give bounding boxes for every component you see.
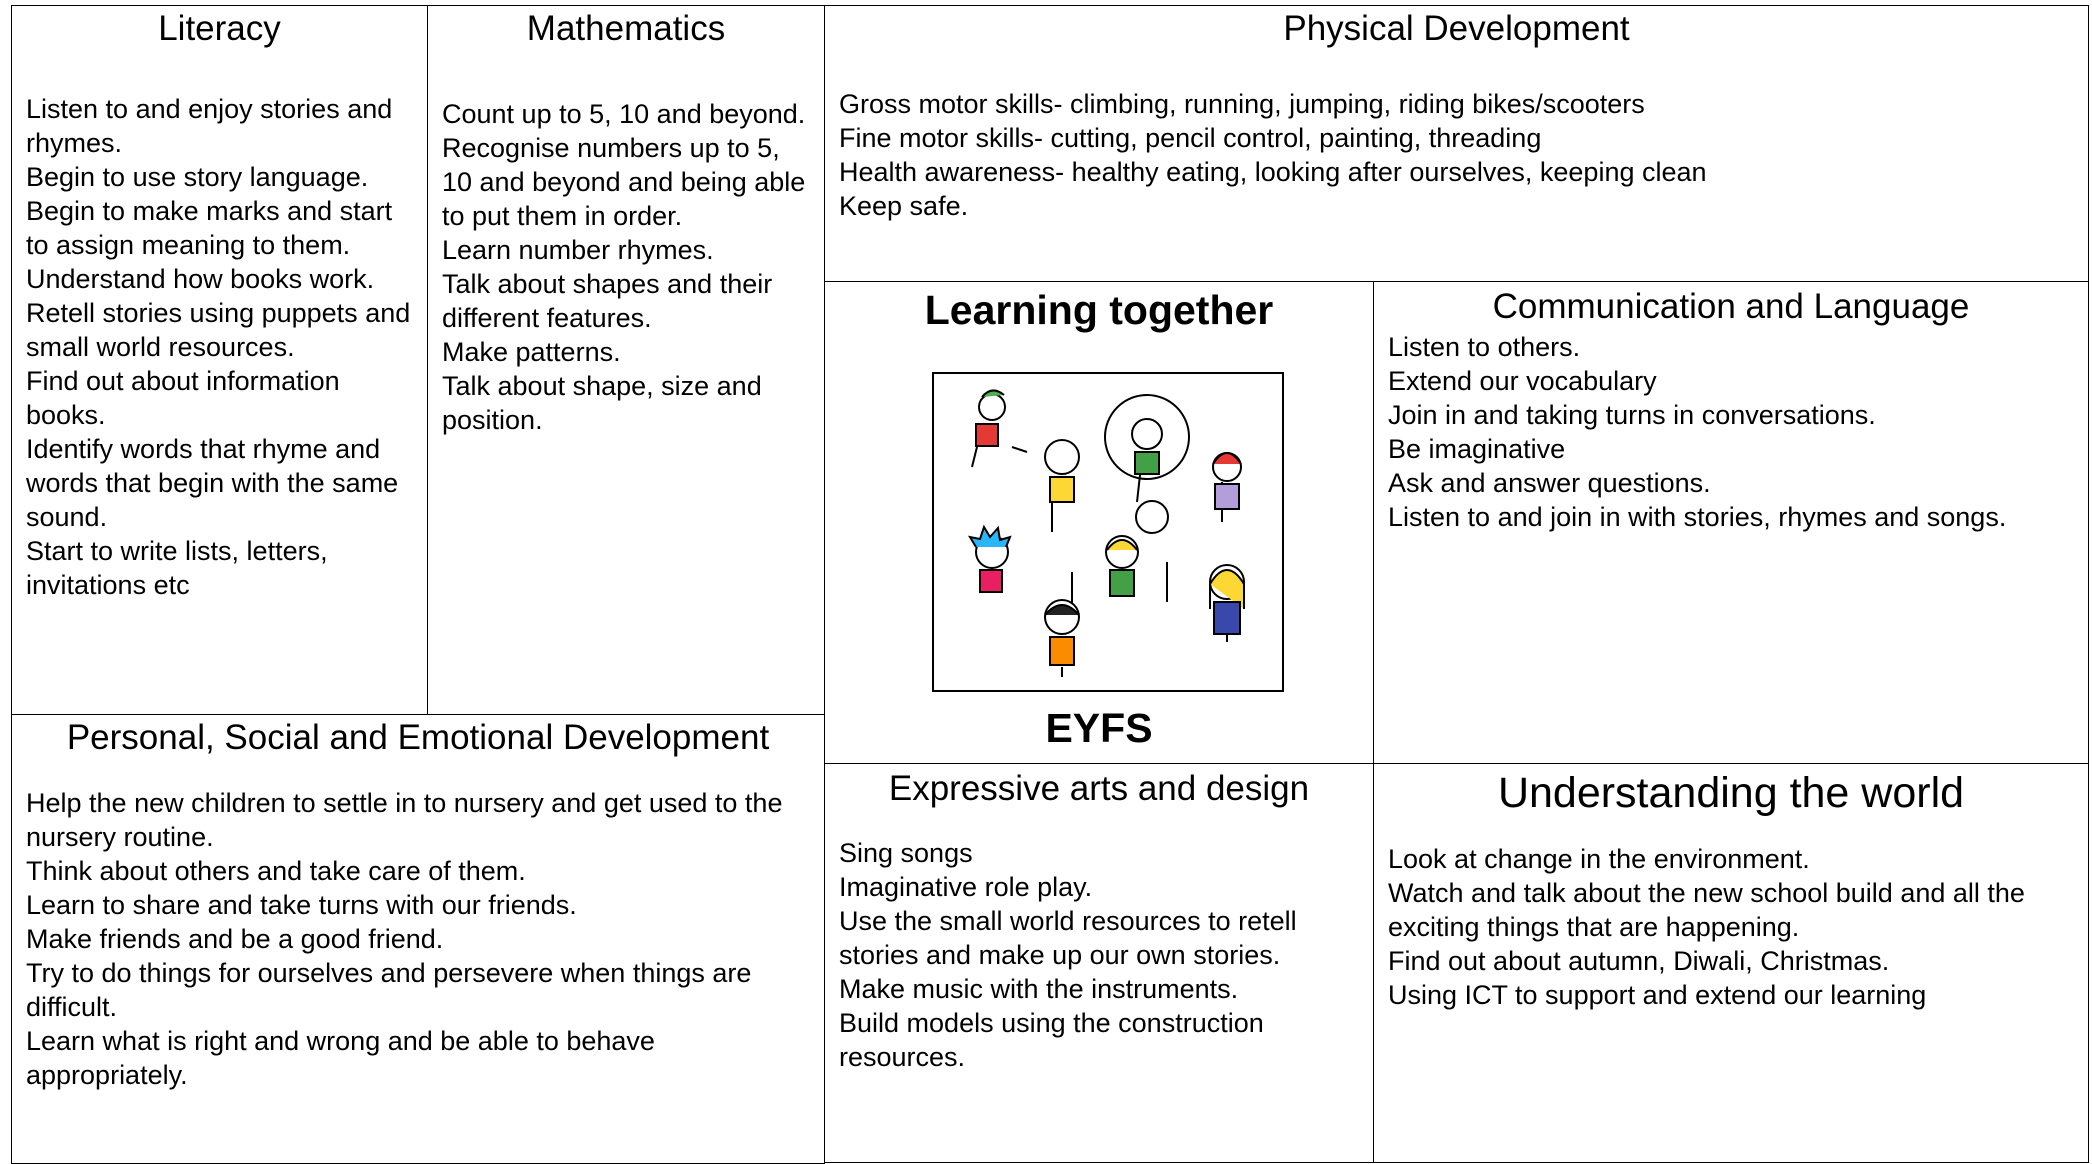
comm-cell: Communication and Language Listen to oth… — [1373, 281, 2089, 764]
text-line: Fine motor skills- cutting, pencil contr… — [839, 123, 1542, 153]
text-line: Using ICT to support and extend our lear… — [1388, 980, 1927, 1010]
text-line: Think about others and take care of them… — [26, 856, 526, 886]
text-line: Extend our vocabulary — [1388, 366, 1657, 396]
cell-title: Mathematics — [526, 9, 726, 48]
text-line: Talk about shapes and their different fe… — [442, 269, 773, 333]
cell-title: Literacy — [158, 9, 281, 48]
text-line: Find out about information books. — [26, 366, 340, 430]
cell-body: Help the new children to settle in to nu… — [26, 786, 810, 1092]
text-line: Ask and answer questions. — [1388, 468, 1711, 498]
text-line: Understand how books work. — [26, 264, 375, 294]
text-line: Learn to share and take turns with our f… — [26, 890, 577, 920]
text-line: Begin to use story language. — [26, 162, 369, 192]
text-line: Gross motor skills- climbing, running, j… — [839, 89, 1645, 119]
world-cell: Understanding the world Look at change i… — [1373, 763, 2089, 1163]
text-line: Recognise numbers up to 5, 10 and beyond… — [442, 133, 806, 231]
text-line: Talk about shape, size and position. — [442, 371, 762, 435]
text-line: Begin to make marks and start to assign … — [26, 196, 393, 260]
text-line: Learn what is right and wrong and be abl… — [26, 1026, 655, 1090]
text-line: Keep safe. — [839, 191, 969, 221]
text-line: Sing songs — [839, 838, 973, 868]
cell-body: Listen to and enjoy stories and rhymes. B… — [26, 92, 413, 602]
maths-cell: Mathematics Count up to 5, 10 and beyond… — [427, 5, 825, 715]
literacy-cell: Literacy Listen to and enjoy stories and… — [11, 5, 428, 715]
text-line: Start to write lists, letters, invitatio… — [26, 536, 328, 600]
cell-title: Understanding the world — [1497, 769, 1965, 817]
cell-title: Personal, Social and Emotional Developme… — [66, 718, 770, 757]
cell-body: Count up to 5, 10 and beyond. Recognise n… — [442, 97, 810, 437]
center-title: Learning together — [924, 287, 1274, 333]
text-line: Imaginative role play. — [839, 872, 1093, 902]
text-line: Listen to and enjoy stories and rhymes. — [26, 94, 393, 158]
text-line: Identify words that rhyme and words that… — [26, 434, 399, 532]
text-line: Make music with the instruments. — [839, 974, 1239, 1004]
text-line: Join in and taking turns in conversation… — [1388, 400, 1876, 430]
cell-body: Listen to others. Extend our vocabulary Jo… — [1388, 330, 2074, 534]
center-label: EYFS — [1045, 705, 1153, 751]
cell-body: Sing songs Imaginative role play. Use the … — [839, 836, 1359, 1074]
cell-title: Expressive arts and design — [888, 769, 1310, 808]
text-line: Try to do things for ourselves and perse… — [26, 958, 752, 1022]
text-line: Retell stories using puppets and small w… — [26, 298, 411, 362]
center-cell: Learning together EYFS — [824, 281, 1374, 764]
text-line: Listen to and join in with stories, rhym… — [1388, 502, 2007, 532]
text-line: Be imaginative — [1388, 434, 1566, 464]
text-line: Build models using the construction reso… — [839, 1008, 1264, 1072]
text-line: Find out about autumn, Diwali, Christmas… — [1388, 946, 1890, 976]
psed-cell: Personal, Social and Emotional Developme… — [11, 714, 825, 1164]
cell-title: Communication and Language — [1492, 287, 1970, 326]
text-line: Health awareness- healthy eating, lookin… — [839, 157, 1707, 187]
physical-cell: Physical Development Gross motor skills-… — [824, 5, 2089, 282]
text-line: Learn number rhymes. — [442, 235, 714, 265]
text-line: Watch and talk about the new school buil… — [1388, 878, 2025, 942]
cell-title: Physical Development — [1283, 9, 1630, 48]
text-line: Help the new children to settle in to nu… — [26, 788, 783, 852]
cell-body: Gross motor skills- climbing, running, j… — [839, 87, 2074, 223]
text-line: Listen to others. — [1388, 332, 1581, 362]
text-line: Use the small world resources to retell … — [839, 906, 1297, 970]
text-line: Make friends and be a good friend. — [26, 924, 444, 954]
text-line: Count up to 5, 10 and beyond. — [442, 99, 806, 129]
children-illustration — [932, 372, 1284, 692]
text-line: Look at change in the environment. — [1388, 844, 1810, 874]
arts-cell: Expressive arts and design Sing songs Ima… — [824, 763, 1374, 1163]
cell-body: Look at change in the environment. Watch … — [1388, 842, 2074, 1012]
text-line: Make patterns. — [442, 337, 621, 367]
